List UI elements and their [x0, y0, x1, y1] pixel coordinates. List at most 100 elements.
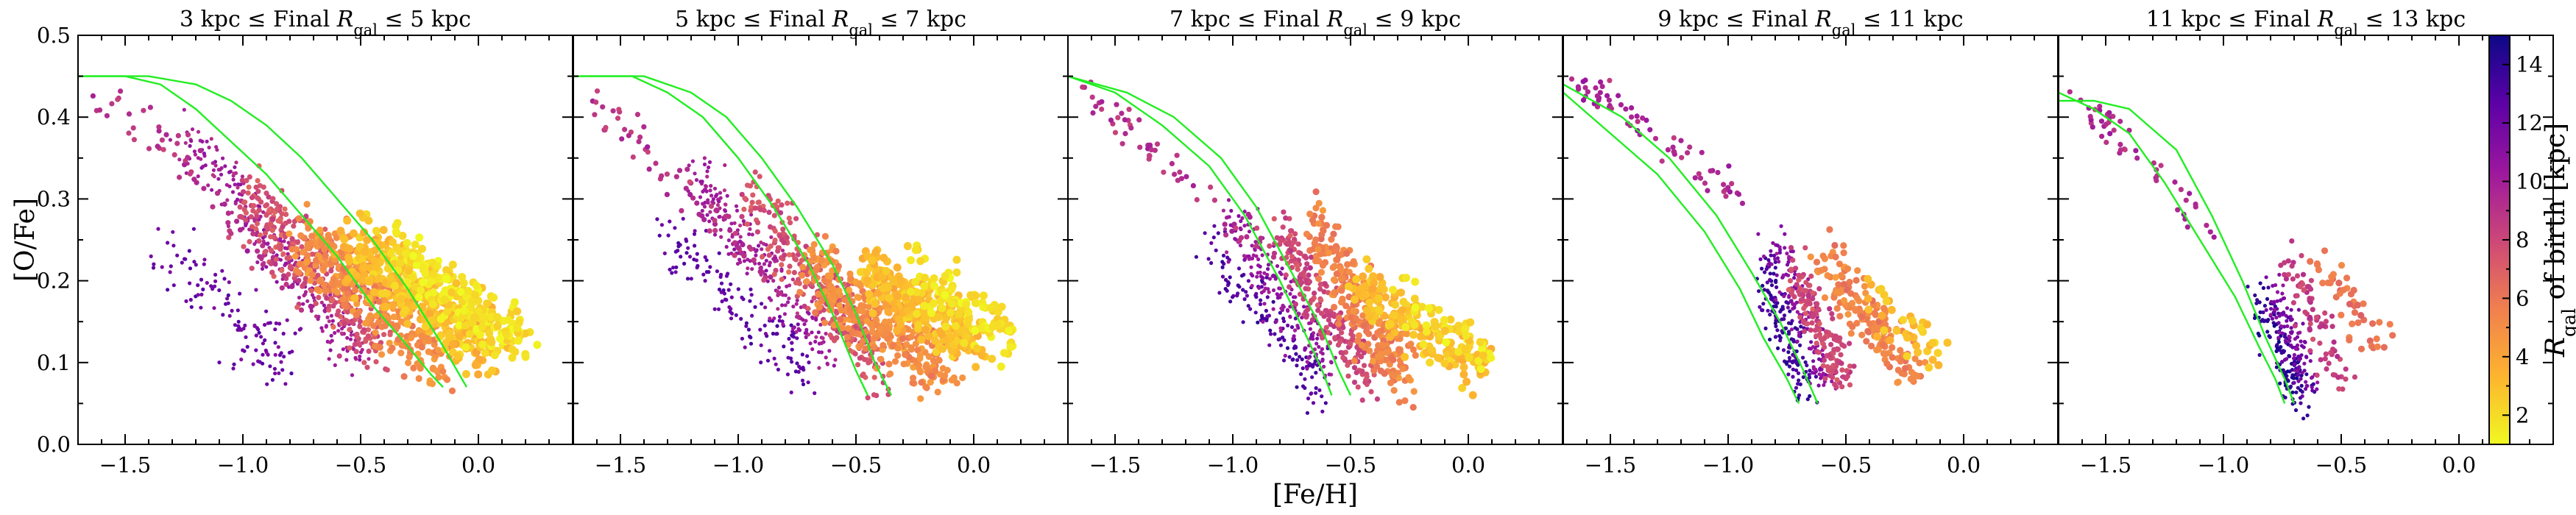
- data-point: [699, 213, 705, 219]
- data-point: [1830, 379, 1834, 384]
- data-point: [759, 360, 763, 365]
- data-point: [1873, 347, 1880, 354]
- data-point: [345, 335, 350, 340]
- data-point: [1440, 327, 1449, 335]
- data-point: [1776, 346, 1780, 350]
- data-point: [1761, 254, 1766, 259]
- data-point: [1383, 349, 1390, 356]
- data-point: [1339, 295, 1346, 302]
- data-point: [227, 170, 232, 174]
- data-point: [868, 256, 877, 265]
- data-point: [788, 356, 793, 360]
- data-point: [932, 348, 941, 356]
- data-point: [1241, 288, 1245, 292]
- data-point: [397, 294, 406, 303]
- data-point: [715, 203, 721, 207]
- data-point: [1386, 333, 1395, 341]
- data-point: [693, 171, 697, 176]
- data-point: [213, 272, 218, 277]
- data-point: [1226, 198, 1231, 202]
- data-point: [1404, 306, 1412, 315]
- data-point: [1254, 225, 1260, 231]
- data-point: [533, 341, 542, 349]
- data-point: [1797, 314, 1803, 320]
- data-point: [329, 313, 333, 318]
- data-point: [193, 152, 197, 157]
- data-point: [386, 249, 395, 258]
- data-point: [1778, 335, 1783, 340]
- data-point: [302, 280, 308, 286]
- data-point: [732, 221, 737, 225]
- panels: −1.5 −1.0 −0.5 0.00.00.10.20.30.40.53 kpc ≤…: [37, 7, 2554, 477]
- data-point: [205, 139, 209, 143]
- data-point: [800, 352, 804, 357]
- data-point: [188, 143, 192, 148]
- data-point: [1286, 308, 1290, 313]
- data-point: [1442, 338, 1451, 347]
- data-point: [1292, 301, 1298, 307]
- data-point: [211, 168, 216, 172]
- data-point: [168, 270, 172, 274]
- data-point: [1783, 246, 1787, 250]
- data-point: [263, 338, 267, 342]
- data-point: [782, 312, 787, 316]
- data-point: [1839, 360, 1844, 366]
- data-point: [786, 269, 792, 275]
- data-point: [445, 328, 454, 337]
- data-point: [1594, 93, 1600, 99]
- data-point: [1190, 182, 1196, 188]
- data-point: [1374, 396, 1380, 402]
- data-point: [966, 291, 975, 299]
- data-point: [97, 107, 103, 113]
- data-point: [183, 141, 188, 145]
- data-point: [1286, 323, 1290, 327]
- data-point: [630, 154, 636, 160]
- data-point: [226, 235, 232, 241]
- data-point: [342, 321, 347, 327]
- data-point: [1787, 255, 1791, 259]
- data-point: [776, 285, 781, 290]
- data-point: [1246, 304, 1250, 308]
- data-point: [322, 303, 326, 308]
- data-point: [425, 310, 434, 318]
- data-point: [868, 321, 875, 328]
- data-point: [1254, 295, 1259, 299]
- data-point: [747, 334, 752, 338]
- data-point: [250, 207, 256, 214]
- data-point: [1374, 305, 1383, 314]
- data-point: [222, 277, 227, 281]
- data-point: [917, 335, 926, 344]
- data-point: [1374, 294, 1383, 302]
- data-point: [159, 137, 165, 143]
- data-point: [796, 322, 800, 327]
- data-point: [712, 227, 718, 233]
- data-point: [761, 277, 767, 283]
- model-track-1: [573, 75, 869, 396]
- data-point: [790, 327, 796, 331]
- data-point: [1810, 306, 1816, 312]
- data-point: [1766, 308, 1770, 313]
- data-point: [741, 219, 746, 224]
- data-point: [1864, 305, 1873, 314]
- data-point: [1652, 135, 1659, 141]
- data-point: [275, 206, 280, 212]
- data-point: [476, 330, 484, 339]
- data-point: [909, 379, 916, 387]
- data-point: [695, 252, 699, 256]
- data-point: [979, 303, 988, 311]
- data-point: [810, 254, 818, 261]
- data-point: [708, 203, 715, 209]
- data-point: [1280, 266, 1284, 271]
- data-point: [739, 191, 745, 197]
- data-point: [1298, 250, 1303, 256]
- data-point: [1295, 385, 1299, 389]
- data-point: [827, 349, 832, 353]
- data-point: [1308, 327, 1312, 331]
- data-point: [387, 332, 393, 338]
- data-point: [1266, 263, 1271, 267]
- data-point: [1301, 305, 1306, 309]
- data-point: [775, 324, 779, 328]
- data-point: [918, 379, 925, 386]
- data-point: [766, 252, 772, 258]
- data-point: [832, 247, 840, 255]
